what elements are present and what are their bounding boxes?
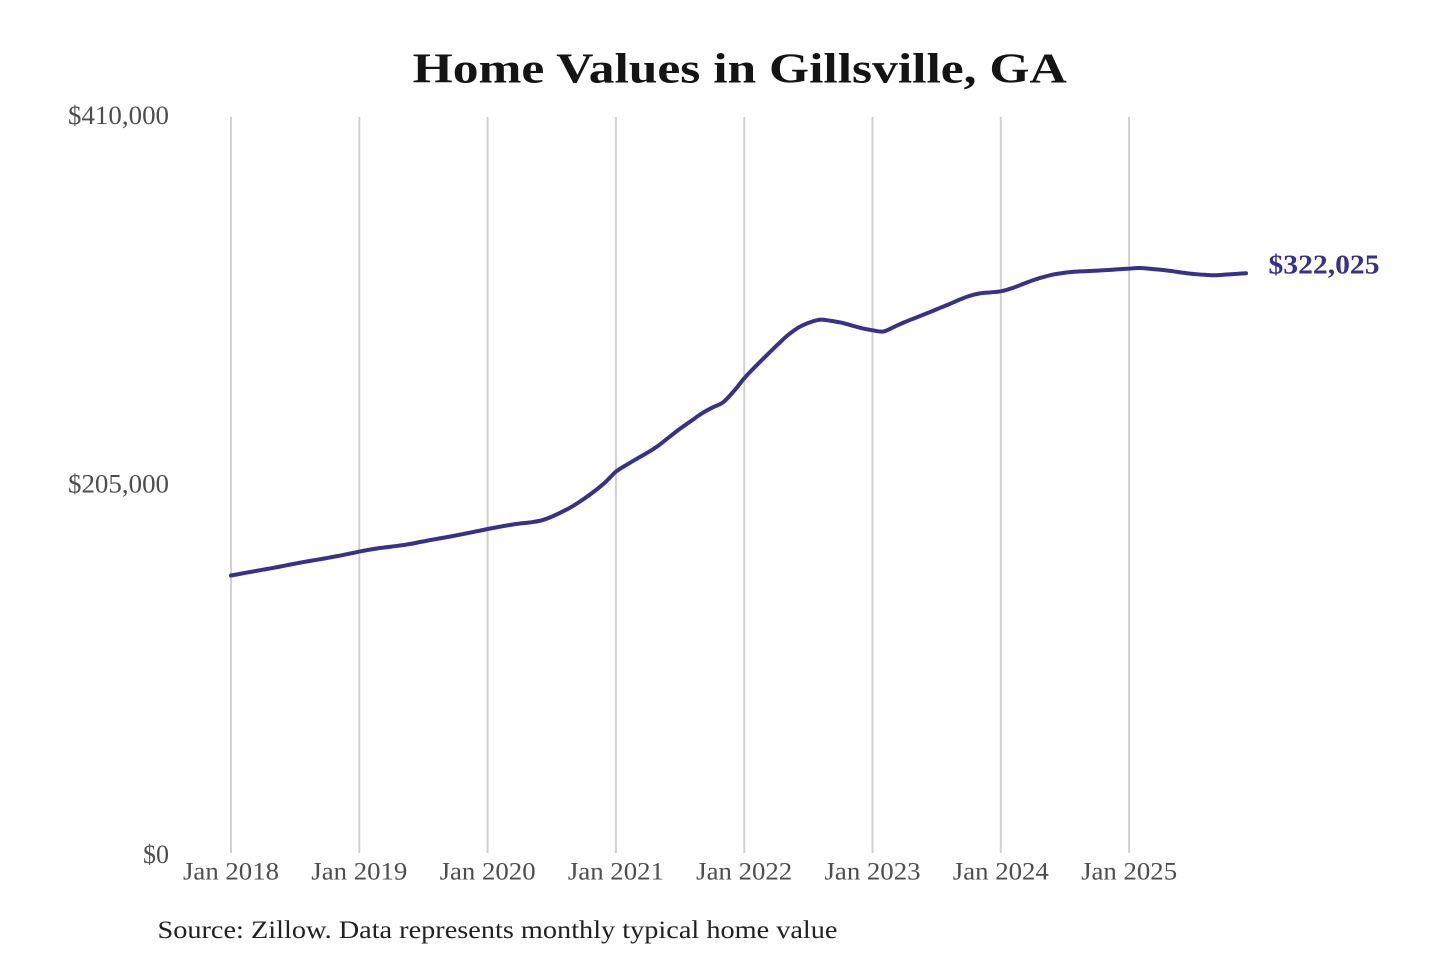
svg-text:Jan 2023: Jan 2023: [825, 859, 921, 886]
svg-text:Home Values in Gillsville, GA: Home Values in Gillsville, GA: [413, 46, 1068, 92]
svg-text:Jan 2021: Jan 2021: [568, 859, 664, 886]
svg-text:Jan 2020: Jan 2020: [440, 859, 536, 886]
svg-text:$205,000: $205,000: [68, 470, 169, 499]
svg-text:Jan 2018: Jan 2018: [183, 859, 279, 886]
svg-text:Jan 2022: Jan 2022: [696, 859, 792, 886]
svg-text:Source: Zillow. Data represent: Source: Zillow. Data represents monthly …: [158, 917, 838, 944]
svg-text:Jan 2019: Jan 2019: [311, 859, 407, 886]
svg-text:Jan 2024: Jan 2024: [953, 859, 1050, 886]
svg-text:Jan 2025: Jan 2025: [1081, 859, 1177, 886]
svg-text:$410,000: $410,000: [68, 101, 169, 130]
svg-text:$322,025: $322,025: [1269, 250, 1380, 280]
svg-text:$0: $0: [143, 840, 169, 869]
